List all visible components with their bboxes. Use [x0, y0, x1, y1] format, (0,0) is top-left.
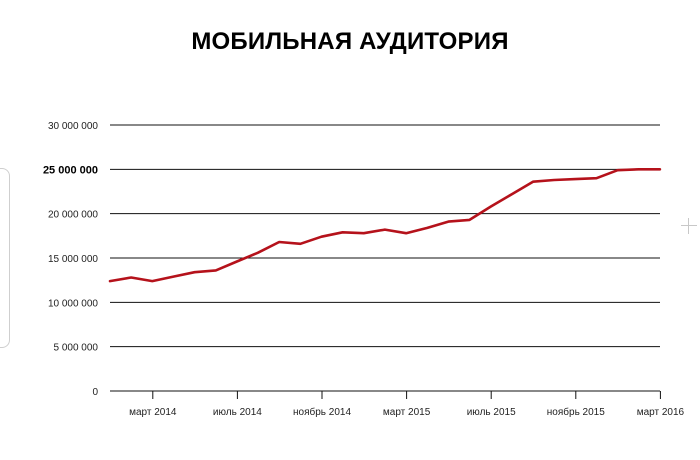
gridlines — [110, 124, 660, 392]
y-tick-label-4: 20 000 000 — [48, 210, 98, 221]
plus-icon[interactable] — [681, 218, 697, 234]
chart-title: МОБИЛЬНАЯ АУДИТОРИЯ — [191, 28, 509, 55]
series-layer — [108, 168, 662, 283]
y-tick-label-2: 10 000 000 — [48, 298, 98, 309]
x-tick-label-5: ноябрь 2015 — [547, 406, 605, 418]
y-tick-label-3: 15 000 000 — [48, 254, 98, 265]
x-tick-label-2: ноябрь 2014 — [293, 406, 351, 418]
y-tick-label-1: 5 000 000 — [54, 343, 99, 354]
x-tick-label-6: март 2016 — [637, 407, 685, 418]
y-tick-label-5: 25 000 000 — [43, 164, 98, 176]
x-tick-label-0: март 2014 — [129, 407, 177, 418]
x-tick-label-3: март 2015 — [383, 407, 431, 418]
y-tick-label-0: 0 — [92, 387, 98, 398]
series-line-0 — [108, 168, 662, 283]
y-axis-ticks: 0 5 000 000 10 000 000 15 000 000 20 000 000… — [43, 121, 99, 398]
x-axis: март 2014 июль 2014 ноябрь 2014 март 2015 ию… — [129, 391, 685, 418]
x-tick-label-1: июль 2014 — [213, 407, 262, 418]
x-tick-label-4: июль 2015 — [467, 407, 516, 418]
y-tick-label-6: 30 000 000 — [48, 121, 98, 132]
